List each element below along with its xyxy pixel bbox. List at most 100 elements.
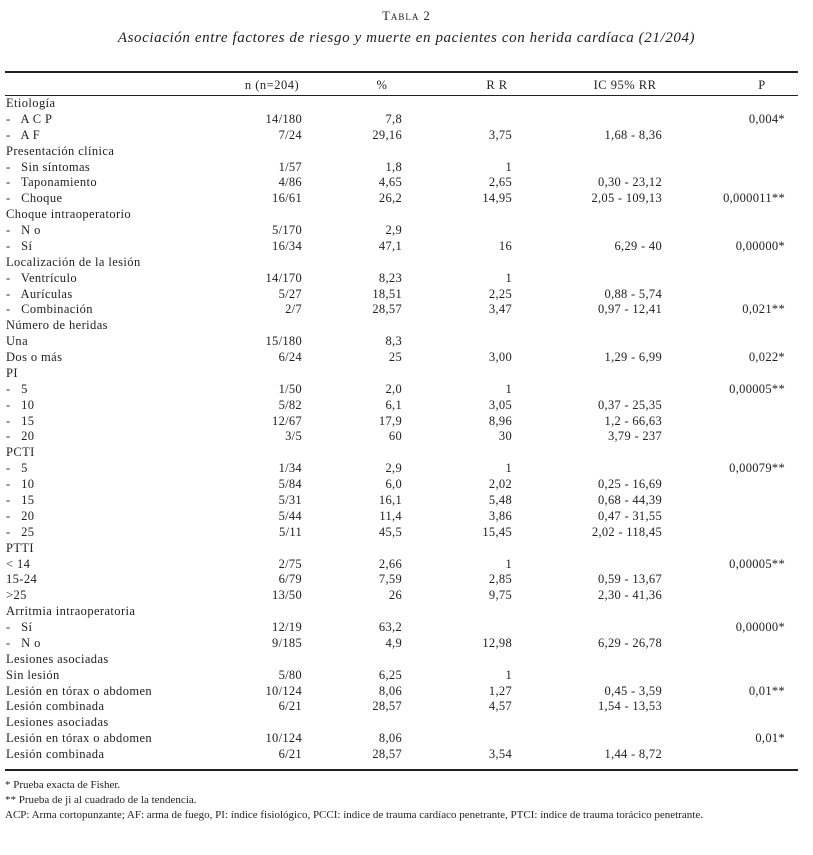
cell: 6/79: [278, 572, 302, 587]
cell: 3,05: [488, 397, 512, 412]
cell: 7,59: [378, 572, 402, 587]
cell: 14/170: [265, 270, 302, 285]
cell: 18,51: [372, 286, 402, 301]
cell: 3,54: [488, 747, 512, 762]
row-label: - Aurículas: [6, 286, 73, 301]
cell: 0,68 - 44,39: [597, 493, 662, 507]
row-label: Lesión en tórax o abdomen: [6, 683, 153, 698]
cell: 60: [388, 429, 402, 444]
cell: 6/21: [278, 747, 302, 762]
cell: 26,2: [378, 191, 402, 206]
cell: 0,45 - 3,59: [604, 683, 662, 698]
cell: 0,30 - 23,12: [597, 175, 662, 190]
row-label: - 20: [6, 429, 35, 444]
cell: 8,3: [385, 334, 402, 349]
cell: 7/24: [278, 127, 302, 142]
cell: 0,25 - 16,69: [597, 477, 662, 492]
footnote: ACP: Arma cortopunzante; AF: arma de fue…: [5, 809, 703, 821]
cell: 13/50: [272, 588, 302, 603]
cell: 2,02: [488, 477, 512, 492]
group-label: Lesiones asociadas: [6, 715, 109, 730]
group-label: PTTI: [6, 540, 34, 555]
cell: 10/124: [265, 683, 302, 698]
cell: 0,47 - 31,55: [597, 508, 662, 523]
header-rule: [5, 95, 798, 96]
cell: 2,25: [488, 286, 512, 301]
cell: 3,86: [488, 508, 512, 523]
cell: 1,2 - 66,63: [604, 413, 662, 428]
row-label: - Choque: [6, 191, 63, 206]
cell: 2,02 - 118,45: [591, 524, 662, 539]
row-label: - Sí: [6, 620, 33, 635]
row-label: Lesión combinada: [6, 747, 105, 762]
footnote: ** Prueba de ji al cuadrado de la tenden…: [5, 794, 197, 806]
cell: 3,79 - 237: [607, 429, 662, 444]
cell: 0,97 - 12,41: [597, 302, 662, 317]
cell: 0,00005**: [729, 556, 785, 571]
cell: 1/34: [278, 461, 302, 476]
cell: 5/44: [278, 508, 302, 523]
table-title: Asociación entre factores de riesgo y mu…: [117, 30, 696, 46]
row-label: Lesión combinada: [6, 699, 105, 714]
row-label: Dos o más: [6, 350, 63, 365]
cell: 5/82: [278, 397, 302, 412]
cell: 3,00: [488, 350, 512, 365]
cell: 6,1: [385, 397, 402, 412]
row-label: - 25: [6, 524, 35, 539]
row-label: - A C P: [6, 111, 53, 126]
cell: 4,65: [378, 175, 402, 190]
cell: 0,00000*: [735, 620, 785, 635]
cell: 3,47: [488, 302, 512, 317]
cell: 2,30 - 41,36: [597, 588, 662, 603]
table-label: Tabla 2: [382, 9, 431, 23]
cell: 1,54 - 13,53: [597, 699, 662, 714]
group-label: PCTI: [6, 445, 35, 460]
cell: 0,59 - 13,67: [597, 572, 662, 587]
cell: 2,05 - 109,13: [591, 191, 662, 206]
cell: 0,00005**: [729, 381, 785, 396]
row-label: - 15: [6, 493, 35, 507]
cell: 0,004*: [748, 111, 785, 126]
cell: 2,0: [385, 381, 402, 396]
group-label: Lesiones asociadas: [6, 651, 109, 666]
cell: 47,1: [378, 238, 402, 253]
row-label: Una: [6, 334, 29, 349]
cell: 29,16: [372, 127, 402, 142]
cell: 2,85: [488, 572, 512, 587]
cell: 2,9: [385, 461, 402, 476]
row-label: - 10: [6, 477, 35, 492]
group-label: PI: [6, 365, 18, 380]
row-label: >25: [6, 588, 27, 603]
cell: 0,021**: [742, 302, 785, 317]
cell: 7,8: [385, 111, 402, 126]
cell: 2/7: [285, 302, 302, 317]
group-label: Localización de la lesión: [6, 254, 141, 269]
row-label: Sin lesión: [6, 667, 60, 682]
cell: 16/61: [272, 191, 302, 206]
footnote: * Prueba exacta de Fisher.: [5, 779, 121, 791]
cell: 5/27: [278, 286, 302, 301]
row-label: 15-24: [6, 572, 38, 587]
column-header: n (n=204): [244, 78, 300, 92]
group-label: Número de heridas: [6, 318, 108, 333]
column-header: %: [376, 78, 388, 92]
cell: 3,75: [488, 127, 512, 142]
cell: 4/86: [278, 175, 302, 190]
cell: 8,06: [378, 683, 402, 698]
group-label: Arritmia intraoperatoria: [6, 604, 136, 619]
cell: 1: [505, 667, 512, 682]
cell: 5,48: [488, 493, 512, 507]
cell: 5/31: [278, 493, 302, 507]
cell: 63,2: [378, 620, 402, 635]
cell: 0,000011**: [723, 191, 785, 206]
column-header: IC 95% RR: [593, 78, 657, 92]
cell: 1,29 - 6,99: [604, 350, 662, 365]
cell: 1,44 - 8,72: [604, 747, 662, 762]
cell: 1: [505, 556, 512, 571]
row-label: - Sin síntomas: [6, 159, 91, 174]
cell: 6/24: [278, 350, 302, 365]
cell: 12/67: [272, 413, 302, 428]
row-label: - Sí: [6, 238, 33, 253]
cell: 0,00000*: [735, 238, 785, 253]
cell: 0,01*: [755, 731, 785, 746]
